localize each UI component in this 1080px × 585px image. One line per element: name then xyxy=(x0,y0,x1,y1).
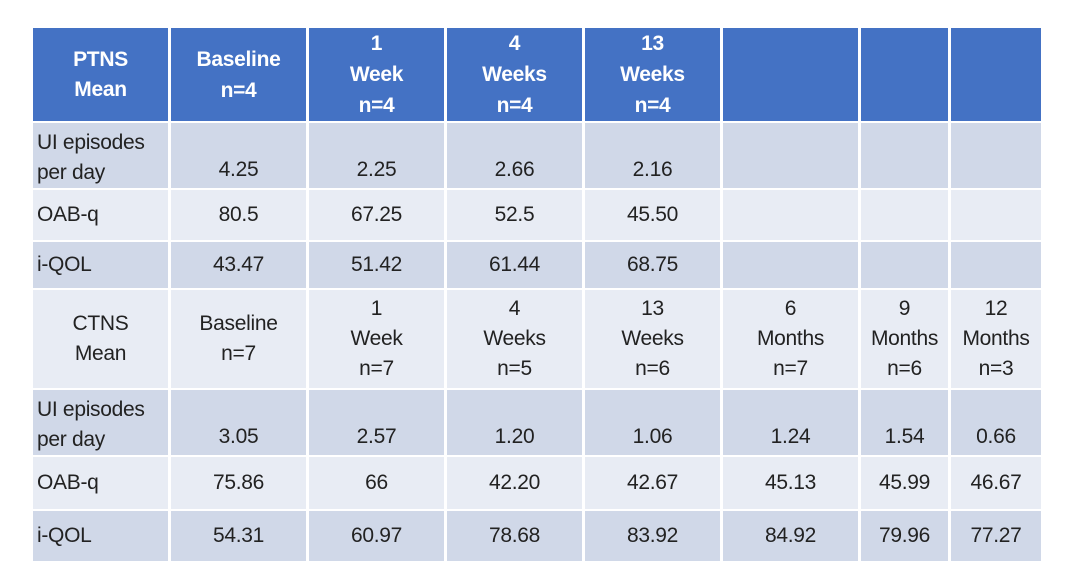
ctns-header-cell: 9 Months n=6 xyxy=(861,290,948,388)
table-cell: 68.75 xyxy=(585,242,720,288)
table-cell: 1.24 xyxy=(723,390,858,455)
ctns-header-cell: 4 Weeks n=5 xyxy=(447,290,582,388)
table-cell: 51.42 xyxy=(309,242,444,288)
table-cell: 60.97 xyxy=(309,511,444,561)
table-cell xyxy=(861,190,948,240)
table-cell: 45.13 xyxy=(723,457,858,509)
table-cell: 45.99 xyxy=(861,457,948,509)
table-cell: 1.20 xyxy=(447,390,582,455)
ctns-row-ui-episodes: UI episodes per day 3.05 2.57 1.20 1.06 1… xyxy=(33,390,1041,455)
table-cell: 83.92 xyxy=(585,511,720,561)
ptns-row-oab-q: OAB-q 80.5 67.25 52.5 45.50 xyxy=(33,190,1041,240)
row-label: i-QOL xyxy=(33,511,168,561)
ptns-header-row: PTNS Mean Baseline n=4 1 Week n=4 4 Weeks n=4 … xyxy=(33,28,1041,121)
table-cell: 42.67 xyxy=(585,457,720,509)
table-cell: 2.66 xyxy=(447,123,582,188)
table-cell: 0.66 xyxy=(951,390,1041,455)
ctns-row-i-qol: i-QOL 54.31 60.97 78.68 83.92 84.92 79.9… xyxy=(33,511,1041,561)
row-label: OAB-q xyxy=(33,457,168,509)
ctns-header-cell: 1 Week n=7 xyxy=(309,290,444,388)
table-cell xyxy=(861,123,948,188)
ptns-header-cell: 1 Week n=4 xyxy=(309,28,444,121)
table-cell: 66 xyxy=(309,457,444,509)
ptns-row-ui-episodes: UI episodes per day 4.25 2.25 2.66 2.16 xyxy=(33,123,1041,188)
table-cell xyxy=(951,190,1041,240)
ptns-header-cell xyxy=(951,28,1041,121)
ctns-header-cell: Baseline n=7 xyxy=(171,290,306,388)
table-cell xyxy=(861,242,948,288)
table-cell: 2.25 xyxy=(309,123,444,188)
table-cell: 2.16 xyxy=(585,123,720,188)
ptns-header-cell: Baseline n=4 xyxy=(171,28,306,121)
ctns-header-row: CTNS Mean Baseline n=7 1 Week n=7 4 Weeks n=5 … xyxy=(33,290,1041,388)
table-cell: 80.5 xyxy=(171,190,306,240)
row-label: i-QOL xyxy=(33,242,168,288)
ctns-header-cell: 13 Weeks n=6 xyxy=(585,290,720,388)
ptns-header-cell xyxy=(861,28,948,121)
row-label: UI episodes per day xyxy=(33,390,168,455)
row-label: UI episodes per day xyxy=(33,123,168,188)
ctns-header-cell: 12 Months n=3 xyxy=(951,290,1041,388)
table-cell: 46.67 xyxy=(951,457,1041,509)
table-cell: 54.31 xyxy=(171,511,306,561)
ptns-header-cell xyxy=(723,28,858,121)
table-cell: 78.68 xyxy=(447,511,582,561)
table-cell: 1.06 xyxy=(585,390,720,455)
table-cell: 84.92 xyxy=(723,511,858,561)
row-label: OAB-q xyxy=(33,190,168,240)
table-cell: 77.27 xyxy=(951,511,1041,561)
table-cell xyxy=(723,190,858,240)
ctns-header-cell: 6 Months n=7 xyxy=(723,290,858,388)
table-cell: 2.57 xyxy=(309,390,444,455)
results-table: PTNS Mean Baseline n=4 1 Week n=4 4 Weeks n=4 … xyxy=(30,26,1044,563)
ptns-header-cell: 13 Weeks n=4 xyxy=(585,28,720,121)
table-cell: 79.96 xyxy=(861,511,948,561)
ptns-header-cell: PTNS Mean xyxy=(33,28,168,121)
ptns-row-i-qol: i-QOL 43.47 51.42 61.44 68.75 xyxy=(33,242,1041,288)
ctns-header-cell: CTNS Mean xyxy=(33,290,168,388)
table-cell xyxy=(723,123,858,188)
table-cell: 4.25 xyxy=(171,123,306,188)
table-cell xyxy=(951,123,1041,188)
table-cell xyxy=(951,242,1041,288)
table-cell: 75.86 xyxy=(171,457,306,509)
table-cell: 61.44 xyxy=(447,242,582,288)
table-cell: 43.47 xyxy=(171,242,306,288)
table-cell: 45.50 xyxy=(585,190,720,240)
table-cell xyxy=(723,242,858,288)
table-cell: 1.54 xyxy=(861,390,948,455)
table-cell: 42.20 xyxy=(447,457,582,509)
table-cell: 52.5 xyxy=(447,190,582,240)
ctns-row-oab-q: OAB-q 75.86 66 42.20 42.67 45.13 45.99 4… xyxy=(33,457,1041,509)
table-cell: 3.05 xyxy=(171,390,306,455)
ptns-header-cell: 4 Weeks n=4 xyxy=(447,28,582,121)
table-cell: 67.25 xyxy=(309,190,444,240)
